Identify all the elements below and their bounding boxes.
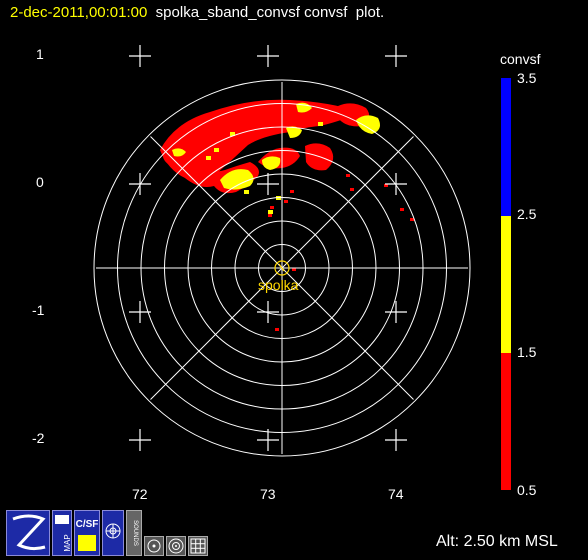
csf-icon: C/SF	[76, 519, 99, 551]
colorbar-segment-low	[501, 353, 511, 490]
echo-speck	[244, 190, 249, 194]
csf-button-label: C/SF	[76, 519, 99, 530]
radar-echoes	[160, 99, 414, 331]
map-icon: MAP	[55, 515, 72, 552]
echo-speck	[230, 132, 235, 136]
echo-speck	[350, 188, 354, 191]
toolbar: MAP C/SF SOUNDS	[6, 510, 208, 556]
echo-cell	[172, 148, 186, 157]
circle-dot-icon	[147, 539, 161, 553]
y-tick-label: -2	[32, 430, 45, 446]
zoom-button[interactable]	[6, 510, 50, 556]
z-icon	[12, 514, 46, 551]
target-icon	[168, 538, 184, 554]
colorbar-label: 1.5	[517, 344, 537, 360]
grid-button[interactable]	[188, 536, 208, 556]
echo-cell	[356, 115, 380, 134]
grid-icon	[190, 538, 206, 554]
colorbar-title: convsf	[500, 51, 541, 67]
echo-cell	[262, 156, 281, 170]
y-tick-label: 0	[36, 174, 44, 190]
echo-speck	[400, 208, 404, 211]
echo-speck	[346, 174, 350, 177]
echo-cell	[220, 169, 254, 190]
colorbar-segment-mid	[501, 216, 511, 353]
colorbar-segment-high	[501, 78, 511, 216]
colorbar	[501, 78, 511, 490]
colorbar-label: 0.5	[517, 482, 537, 498]
station-label: spolka	[258, 277, 299, 293]
range-ring	[93, 79, 471, 457]
sound-button[interactable]	[102, 510, 124, 556]
y-tick-label: -1	[32, 302, 45, 318]
x-tick-label: 74	[388, 486, 404, 502]
echo-speck	[290, 190, 294, 193]
echo-speck	[284, 200, 288, 203]
sounds-button-label: SOUNDS	[132, 520, 138, 546]
echo-speck	[270, 206, 274, 209]
y-tick-label: 1	[36, 46, 44, 62]
echo-speck	[268, 210, 273, 214]
colorbar-label: 2.5	[517, 206, 537, 222]
x-tick-label: 73	[260, 486, 276, 502]
echo-speck	[384, 184, 388, 187]
echo-speck	[318, 122, 323, 126]
sound-icon	[105, 523, 121, 539]
echo-cell	[162, 148, 182, 166]
echo-speck	[206, 156, 211, 160]
lat-lon-markers	[129, 45, 407, 451]
echo-cell	[286, 126, 302, 138]
colorbar-label: 3.5	[517, 70, 537, 86]
map-button[interactable]: MAP	[52, 510, 72, 556]
plot-title: 2-dec-2011,00:01:00 spolka_sband_convsf …	[10, 4, 384, 21]
station-mark	[278, 263, 285, 272]
target-button[interactable]	[166, 536, 186, 556]
echo-speck	[275, 328, 279, 331]
echo-speck	[410, 218, 414, 221]
plot-datetime: 2-dec-2011,00:01:00	[10, 4, 148, 21]
x-tick-label: 72	[132, 486, 148, 502]
map-button-label: MAP	[63, 534, 71, 551]
echo-speck	[268, 214, 272, 217]
echo-speck	[214, 148, 219, 152]
circle-dot-button[interactable]	[144, 536, 164, 556]
echo-speck	[292, 268, 296, 271]
altitude-readout: Alt: 2.50 km MSL	[436, 533, 558, 550]
echo-cell	[160, 99, 360, 182]
bounds-icon: SOUNDS	[132, 520, 138, 546]
station-ring	[274, 260, 290, 276]
plot-title-text: spolka_sband_convsf convsf plot.	[147, 4, 385, 21]
csf-button[interactable]: C/SF	[74, 510, 100, 556]
radar-station-marker	[274, 260, 290, 276]
bounds-button[interactable]: SOUNDS	[126, 510, 142, 556]
